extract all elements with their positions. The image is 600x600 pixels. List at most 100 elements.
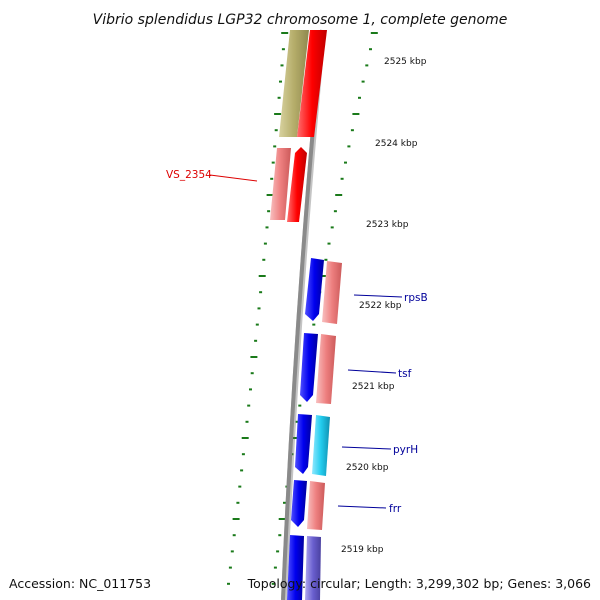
- tick-mark: [227, 582, 230, 585]
- tick-mark: [278, 518, 286, 520]
- tick-mark: [258, 275, 266, 277]
- tick-mark: [274, 129, 278, 132]
- tick-mark: [295, 420, 299, 423]
- tick-mark: [241, 453, 245, 456]
- tick-mark: [271, 582, 275, 585]
- gene-name: frr: [389, 503, 402, 515]
- kbp-label: 2523 kbp: [366, 220, 409, 230]
- tick-mark: [369, 48, 372, 51]
- tick-mark: [370, 32, 378, 34]
- kbp-label: 2525 kbp: [384, 57, 427, 67]
- tick-mark: [358, 96, 361, 99]
- tick-mark: [262, 258, 266, 261]
- inner-tick-ring: [227, 32, 289, 585]
- tick-mark: [330, 226, 334, 229]
- tick-mark: [265, 226, 269, 229]
- tick-mark: [281, 48, 285, 51]
- tick-mark: [276, 550, 280, 553]
- tick-mark: [298, 404, 302, 407]
- gene-block-pyrH-cyan: [312, 415, 330, 476]
- gene-block-rpsB-salmon: [322, 261, 342, 324]
- tick-mark: [319, 275, 327, 277]
- tick-mark: [236, 501, 240, 504]
- tick-mark: [270, 177, 274, 180]
- gene-label-tsf[interactable]: tsf: [347, 368, 412, 380]
- tick-mark: [238, 485, 242, 488]
- gene-block-tsf-salmon: [316, 334, 336, 404]
- gene-label-frr[interactable]: frr: [337, 503, 402, 515]
- tick-mark: [273, 145, 277, 148]
- gene-label-rpsB[interactable]: rpsB: [353, 292, 428, 304]
- tick-mark: [278, 534, 282, 537]
- kbp-labels: 2525 kbp 2524 kbp 2523 kbp 2522 kbp 2521…: [341, 57, 427, 555]
- tick-mark: [350, 129, 354, 132]
- gene-block-olive: [279, 30, 309, 137]
- tick-mark: [340, 177, 344, 180]
- kbp-label: 2519 kbp: [341, 545, 384, 555]
- gene-block-vs2354-salmon: [270, 148, 291, 220]
- tick-mark: [250, 372, 254, 375]
- topology-text: Topology: circular; Length: 3,299,302 bp…: [247, 576, 591, 591]
- gene-name: rpsB: [404, 292, 428, 304]
- tick-mark: [352, 113, 360, 115]
- tick-mark: [333, 210, 337, 213]
- leader-line: [337, 505, 387, 509]
- tick-mark: [228, 566, 232, 569]
- tick-mark: [277, 96, 281, 99]
- gene-block-bottom-purple: [305, 536, 321, 600]
- gene-label-vs2354[interactable]: VS_2354: [166, 169, 258, 182]
- tick-mark: [281, 32, 289, 34]
- tick-mark: [230, 550, 234, 553]
- tick-mark: [271, 161, 275, 164]
- leader-line: [347, 369, 397, 374]
- tick-mark: [232, 534, 236, 537]
- tick-mark: [327, 242, 331, 245]
- gene-arrow-rpsB-blue: [305, 258, 324, 321]
- gene-label-pyrH[interactable]: pyrH: [341, 444, 418, 456]
- tick-mark: [365, 64, 369, 67]
- tick-mark: [280, 64, 284, 67]
- tick-mark: [254, 339, 258, 342]
- gene-arrow-tsf-blue: [300, 333, 318, 402]
- kbp-label: 2522 kbp: [359, 301, 402, 311]
- tick-mark: [247, 404, 251, 407]
- kbp-label: 2524 kbp: [375, 139, 418, 149]
- leader-line: [209, 174, 258, 182]
- tick-mark: [241, 437, 249, 439]
- tick-mark: [255, 323, 259, 326]
- accession-text: Accession: NC_011753: [9, 576, 152, 591]
- gene-name: VS_2354: [166, 169, 212, 181]
- tick-mark: [291, 437, 298, 439]
- tick-mark: [263, 242, 267, 245]
- tick-mark: [249, 388, 252, 391]
- tick-mark: [283, 501, 286, 504]
- gene-arrow-pyrH-blue: [295, 414, 312, 474]
- map-title: Vibrio splendidus LGP32 chromosome 1, co…: [93, 12, 508, 28]
- gene-block-vs2354-red: [287, 147, 307, 222]
- tick-mark: [240, 469, 244, 472]
- tick-mark: [274, 113, 282, 115]
- tick-mark: [257, 307, 261, 310]
- tick-mark: [267, 210, 271, 213]
- tick-mark: [273, 566, 277, 569]
- tick-mark: [250, 356, 258, 358]
- tick-mark: [266, 194, 274, 196]
- tick-mark: [324, 258, 328, 261]
- kbp-label: 2520 kbp: [346, 463, 389, 473]
- gene-arrow-frr-blue: [291, 480, 307, 527]
- leader-line: [341, 446, 392, 450]
- tick-mark: [232, 518, 240, 520]
- gene-name: tsf: [398, 368, 412, 380]
- tick-mark: [361, 80, 365, 83]
- gene-block-bottom-blue: [287, 535, 304, 600]
- tick-mark: [335, 194, 343, 196]
- tick-mark: [259, 291, 263, 294]
- gene-block-red-top: [297, 30, 327, 137]
- tick-mark: [245, 420, 249, 423]
- gene-name: pyrH: [393, 444, 418, 456]
- leader-line: [353, 294, 403, 298]
- gene-block-frr-salmon: [307, 481, 325, 530]
- tick-mark: [347, 145, 351, 148]
- tick-mark: [312, 323, 316, 326]
